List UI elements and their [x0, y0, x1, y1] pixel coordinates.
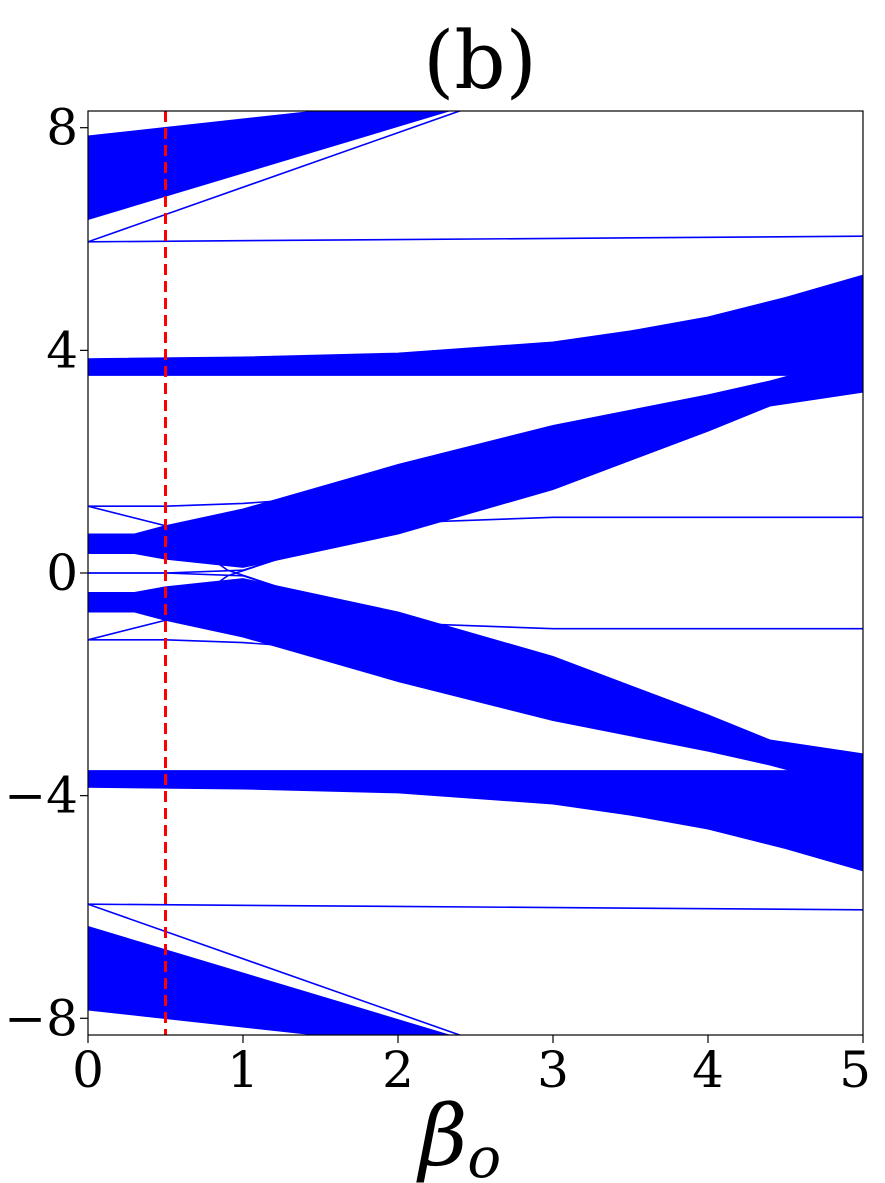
y-tick-label-2: 0	[46, 544, 78, 602]
band-lower-flat	[88, 770, 863, 872]
x-tick-label-1: 1	[227, 1041, 259, 1099]
edge-rising-top	[88, 111, 463, 243]
plot-frame	[87, 110, 864, 1036]
edge-cross-up	[88, 516, 863, 641]
edge-flat-pos-6	[88, 235, 863, 243]
y-tick-label-0: −8	[4, 989, 78, 1047]
edge-falling-bottom	[88, 903, 463, 1035]
band-top	[88, 111, 451, 221]
x-tick-label-0: 0	[72, 1041, 104, 1099]
x-tick-label-3: 3	[537, 1041, 569, 1099]
band-mid-up	[88, 355, 863, 568]
edge-flat-neg-1	[88, 638, 863, 775]
x-axis: 0 1 2 3 4 5	[72, 1035, 871, 1099]
edge-flat-pos-1	[88, 371, 863, 508]
x-tick-label-2: 2	[382, 1041, 414, 1099]
y-tick-label-4: 8	[46, 99, 78, 157]
plot-area	[88, 111, 863, 1035]
chart-title: (b)	[423, 14, 537, 107]
band-bottom	[88, 925, 451, 1035]
x-tick-label-5: 5	[839, 1041, 871, 1099]
y-axis: −8 −4 0 4 8	[4, 99, 88, 1047]
x-axis-label: βo	[416, 1087, 501, 1183]
y-tick-label-1: −4	[4, 767, 78, 825]
edge-cross-down	[88, 505, 863, 630]
x-axis-label-symbol: β	[416, 1087, 468, 1183]
edge-flat-neg-6	[88, 903, 863, 911]
x-tick-label-4: 4	[692, 1041, 724, 1099]
y-tick-label-3: 4	[46, 321, 78, 379]
band-upper-flat	[88, 274, 863, 376]
x-axis-label-subscript: o	[467, 1126, 501, 1183]
band-mid-down	[88, 578, 863, 791]
